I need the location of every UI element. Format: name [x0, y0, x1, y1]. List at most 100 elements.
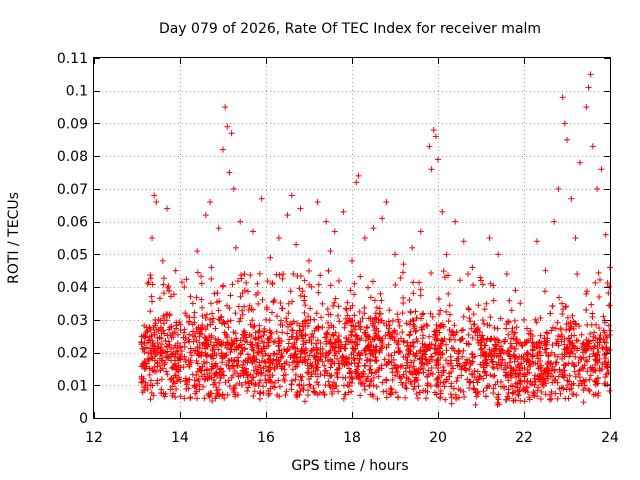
data-point [326, 324, 333, 331]
data-point [284, 330, 291, 337]
data-point [480, 336, 487, 343]
data-point [443, 341, 450, 348]
data-point [543, 345, 550, 352]
data-point [226, 365, 233, 372]
data-point [237, 293, 244, 300]
data-point [381, 356, 388, 363]
data-point [410, 363, 417, 370]
data-point [167, 376, 174, 383]
data-point [199, 304, 206, 311]
data-point [213, 339, 220, 346]
data-point-peak [189, 300, 196, 307]
data-point [563, 303, 570, 310]
data-point [344, 312, 351, 319]
data-point [225, 357, 232, 364]
data-point [208, 390, 215, 397]
data-point [222, 341, 229, 348]
data-point-peak [564, 136, 570, 143]
data-point [332, 295, 339, 302]
data-point [311, 327, 318, 334]
data-point [549, 373, 556, 380]
data-point [213, 387, 220, 394]
data-point [383, 377, 390, 384]
data-point-peak [140, 375, 147, 382]
data-point [555, 342, 562, 349]
data-point [387, 390, 394, 397]
data-point-peak [400, 261, 407, 268]
data-point [276, 347, 283, 354]
data-point [426, 333, 433, 340]
data-point [542, 340, 549, 347]
data-point [163, 311, 170, 318]
data-point [402, 384, 409, 391]
data-point [317, 371, 324, 378]
data-point [342, 334, 349, 341]
data-point-peak [177, 343, 183, 349]
data-point [511, 358, 518, 365]
data-point [194, 378, 201, 385]
data-point [275, 342, 282, 349]
data-point [221, 320, 228, 327]
data-point [223, 351, 230, 358]
data-point [449, 328, 456, 335]
data-point [329, 390, 336, 397]
data-point [524, 349, 531, 356]
data-point [396, 322, 403, 329]
data-point [389, 317, 396, 324]
data-point [480, 364, 487, 371]
data-point-peak [551, 218, 558, 225]
data-point [526, 358, 533, 365]
data-point [148, 351, 155, 358]
data-point [145, 356, 152, 363]
data-point-peak [181, 284, 188, 291]
data-point [168, 375, 175, 382]
data-point [259, 296, 266, 303]
data-point [350, 355, 357, 362]
data-point [239, 364, 246, 371]
data-point [484, 321, 491, 328]
data-point-peak [202, 212, 209, 219]
data-point [437, 387, 444, 394]
data-point [361, 386, 368, 393]
data-point-peak [222, 104, 229, 111]
data-point [399, 310, 406, 317]
data-point [283, 318, 290, 325]
data-point [415, 370, 422, 377]
data-point [453, 394, 460, 401]
data-point [288, 381, 295, 388]
data-point [279, 275, 286, 282]
data-point [440, 379, 447, 386]
data-point-peak [207, 199, 214, 205]
data-point [583, 306, 590, 313]
data-point [263, 379, 270, 386]
data-point-peak [331, 228, 338, 235]
x-tick-label: 12 [85, 430, 103, 446]
data-point [514, 384, 521, 391]
data-point [241, 303, 248, 310]
data-point [460, 388, 467, 395]
data-point [407, 348, 414, 355]
data-point [323, 349, 330, 356]
data-point [586, 353, 593, 360]
data-point-peak [576, 159, 583, 166]
y-axis-label: ROTI / TECUs [6, 192, 22, 284]
data-point [596, 325, 603, 332]
data-point [191, 309, 198, 316]
data-point [351, 346, 358, 353]
data-point [407, 328, 414, 335]
data-point [274, 313, 281, 320]
data-point [212, 370, 219, 377]
data-point [384, 329, 391, 336]
data-point [261, 358, 268, 365]
data-point [220, 282, 227, 289]
data-point-peak [432, 133, 439, 140]
data-point [154, 334, 161, 341]
data-point [183, 312, 190, 319]
data-point [158, 376, 165, 383]
data-point [169, 363, 176, 370]
data-point [480, 375, 487, 382]
data-point [325, 319, 332, 326]
data-point [241, 368, 248, 375]
data-point [341, 345, 348, 352]
data-point [378, 297, 385, 304]
